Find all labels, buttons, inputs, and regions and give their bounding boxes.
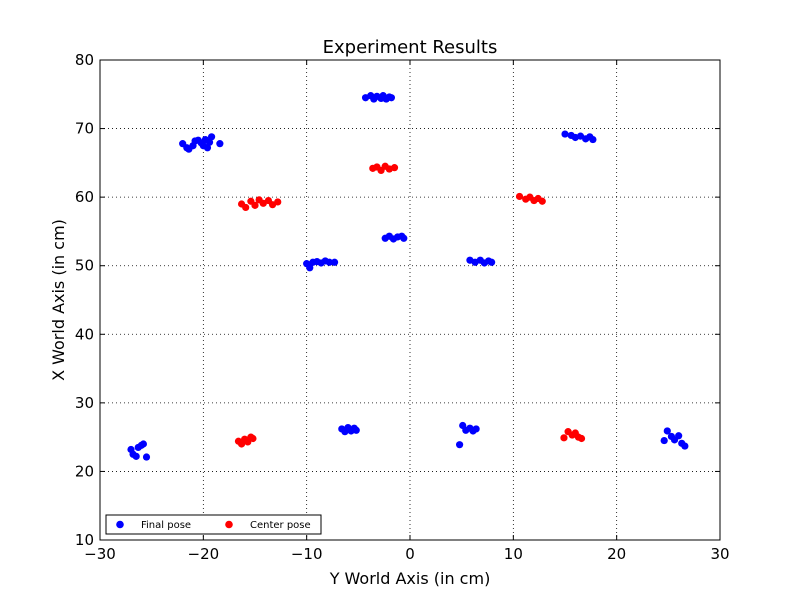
final-pose-point — [306, 264, 314, 272]
final-pose-point — [681, 442, 689, 450]
y-tick-label: 60 — [75, 188, 94, 206]
y-axis-ticks: 10 20 30 40 50 60 70 80 — [75, 51, 720, 549]
legend-marker-final-pose — [116, 520, 124, 529]
center-pose-point — [390, 164, 399, 172]
final-pose-point — [488, 258, 496, 266]
final-pose-point — [456, 441, 464, 449]
x-axis-ticks: −30 −20 −10 0 10 20 30 — [84, 60, 730, 563]
center-pose-point — [560, 434, 568, 442]
y-tick-label: 20 — [75, 462, 94, 480]
x-tick-label: 10 — [504, 545, 523, 563]
center-pose-point — [249, 434, 257, 443]
data-points — [127, 92, 689, 461]
legend-label-center-pose: Center pose — [250, 520, 311, 531]
center-pose-point — [577, 434, 586, 443]
legend-label-final-pose: Final pose — [141, 520, 191, 531]
final-pose-point — [663, 427, 671, 435]
final-pose-point — [139, 440, 147, 448]
y-axis-label: X World Axis (in cm) — [49, 219, 68, 381]
final-pose-point — [472, 425, 480, 433]
x-tick-label: 0 — [405, 545, 415, 563]
final-pose-point — [325, 258, 333, 266]
legend-box — [105, 514, 322, 535]
final-pose-point — [387, 94, 395, 102]
plot-frame — [99, 59, 721, 541]
final-pose-point — [132, 452, 140, 460]
y-tick-label: 50 — [75, 257, 94, 275]
legend-marker-center-pose — [225, 520, 233, 529]
y-tick-label: 10 — [75, 531, 94, 549]
x-tick-label: 20 — [607, 545, 626, 563]
final-pose-point — [589, 135, 597, 144]
final-pose-point — [352, 426, 360, 434]
x-tick-label: −30 — [84, 545, 116, 563]
center-pose-point — [251, 201, 259, 209]
final-pose-point — [330, 258, 339, 266]
y-tick-label: 40 — [75, 325, 94, 343]
final-pose-point — [561, 130, 569, 138]
y-tick-label: 30 — [75, 394, 94, 412]
y-tick-label: 70 — [75, 120, 94, 138]
final-pose-point — [675, 432, 683, 440]
grid — [100, 60, 720, 540]
legend: Final pose Center pose — [105, 514, 322, 535]
center-pose-point — [274, 198, 282, 206]
final-pose-point — [142, 453, 151, 461]
y-tick-label: 80 — [75, 51, 94, 69]
final-pose-point — [660, 436, 668, 445]
center-pose-point — [538, 197, 546, 205]
final-pose-point — [205, 138, 214, 146]
final-pose-point — [208, 133, 216, 141]
x-axis-label: Y World Axis (in cm) — [329, 569, 491, 588]
final-pose-point — [216, 140, 224, 148]
final-pose-point — [203, 144, 212, 152]
x-tick-label: −20 — [188, 545, 220, 563]
center-pose-point — [515, 192, 524, 201]
final-pose-point — [400, 234, 408, 242]
x-tick-label: 30 — [710, 545, 729, 563]
chart-title: Experiment Results — [323, 37, 498, 58]
x-tick-label: −10 — [291, 545, 323, 563]
center-pose-point — [242, 203, 250, 212]
